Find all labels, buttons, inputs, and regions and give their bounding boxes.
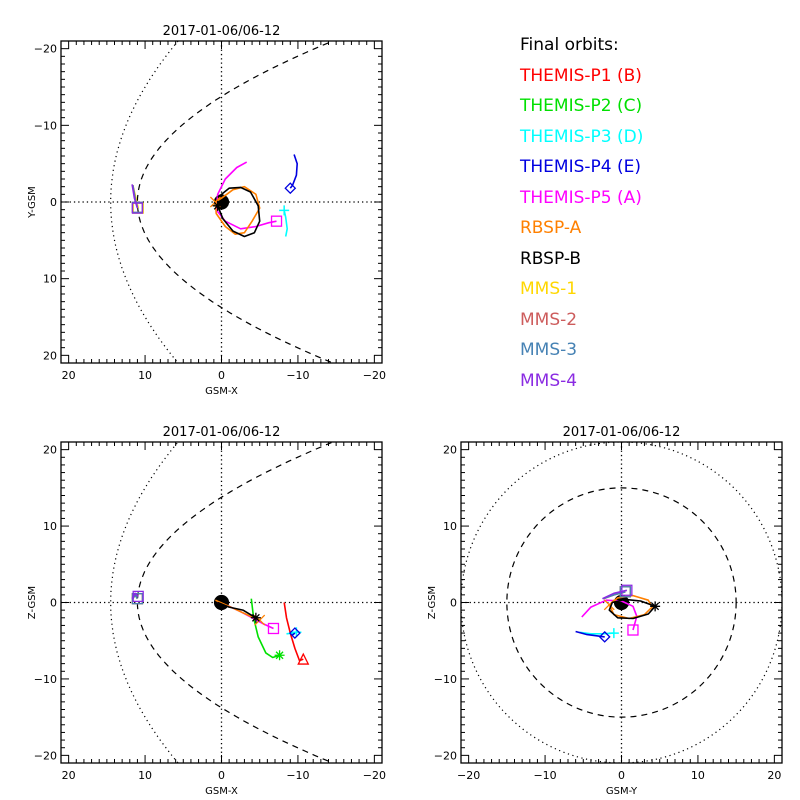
legend-entry: THEMIS-P3 (D)	[520, 126, 644, 147]
legend-entry: THEMIS-P5 (A)	[520, 187, 642, 208]
orbit-line	[575, 630, 605, 638]
x-tick-label: 10	[138, 369, 152, 382]
x-tick-label: 20	[62, 369, 76, 382]
x-tick-label: −10	[286, 369, 309, 382]
legend-entry: THEMIS-P1 (B)	[520, 65, 642, 86]
orbit-line	[289, 154, 298, 189]
legend-entry: RBSP-B	[520, 248, 582, 269]
magnetopause-boundary	[136, 41, 335, 363]
orbit-end-marker	[650, 601, 661, 612]
orbit-end-marker	[274, 650, 285, 661]
y-tick-label: 0	[450, 597, 457, 610]
x-tick-label: −20	[457, 769, 480, 782]
orbit-end-marker	[598, 630, 611, 643]
x-tick-label: −10	[533, 769, 556, 782]
x-axis-label: GSM-X	[205, 386, 238, 397]
orbit-end-marker	[627, 624, 639, 636]
y-tick-label: −10	[34, 119, 57, 132]
orbit-end-marker	[608, 628, 619, 639]
x-tick-label: 0	[218, 369, 225, 382]
x-tick-label: −20	[363, 369, 386, 382]
x-axis-label: GSM-Y	[606, 786, 638, 797]
plot-title: 2017-01-06/06-12	[563, 425, 681, 440]
orbit-end-marker	[212, 200, 223, 211]
orbit-end-marker	[284, 182, 297, 195]
orbit-line	[214, 185, 261, 235]
y-tick-label: 10	[443, 520, 457, 533]
orbit-line	[602, 589, 628, 600]
orbit-line	[216, 186, 261, 238]
magnetopause-boundary	[506, 487, 737, 718]
plot-panel-y-z: 2017-01-06/06-12 GSM-Y Z-GSM −20 −10 0 10 20 20 1…	[427, 425, 783, 797]
orbit-end-marker	[131, 202, 144, 214]
legend-entry: THEMIS-P4 (E)	[520, 157, 641, 177]
y-tick-label: −20	[34, 43, 57, 56]
orbit-line	[131, 184, 139, 209]
y-tick-label: 20	[443, 444, 457, 457]
orbit-end-marker	[132, 590, 144, 603]
plot-panel-x-z: 2017-01-06/06-12 GSM-X Z-GSM 20 10 0 −10 −20 20 1…	[27, 425, 386, 797]
orbit-line	[283, 602, 304, 662]
orbit-line	[579, 631, 614, 635]
y-axis-label: Z-GSM	[27, 586, 38, 619]
legend-entry: MMS-3	[520, 340, 578, 360]
orbit-line	[608, 598, 656, 620]
bow-shock-boundary	[110, 41, 179, 363]
y-axis-label: Y-GSM	[27, 186, 38, 219]
x-tick-label: 10	[138, 769, 152, 782]
orbit-end-marker	[250, 612, 261, 623]
x-tick-label: 20	[767, 769, 781, 782]
orbit-end-marker	[267, 622, 280, 635]
plot-title: 2017-01-06/06-12	[163, 425, 281, 440]
orbit-end-marker	[270, 215, 283, 227]
plot-area	[61, 442, 382, 763]
legend-title: Final orbits:	[520, 35, 619, 55]
x-tick-label: 0	[618, 769, 625, 782]
orbit-end-marker	[297, 652, 310, 665]
y-tick-label: 20	[43, 444, 57, 457]
legend-entry: MMS-1	[520, 279, 578, 299]
orbit-end-marker	[603, 599, 615, 611]
y-tick-label: 10	[43, 273, 57, 286]
legend-entry: RBSP-A	[520, 218, 582, 238]
x-tick-label: −20	[363, 769, 386, 782]
y-axis-label: Z-GSM	[427, 586, 438, 619]
x-tick-label: −10	[286, 769, 309, 782]
plot-panel-x-y: 2017-01-06/06-12 GSM-X Y-GSM 20 10 0 −10 −20 −20…	[27, 24, 386, 397]
legend-entry: MMS-2	[520, 309, 578, 330]
y-tick-label: −20	[34, 749, 57, 762]
orbit-end-marker	[279, 205, 290, 216]
legend-entry: MMS-4	[520, 370, 578, 391]
plot-area	[61, 41, 382, 363]
y-tick-label: 0	[50, 597, 57, 610]
legend-entry: THEMIS-P2 (C)	[520, 96, 643, 116]
orbit-line	[217, 601, 257, 619]
legend: Final orbits: THEMIS-P1 (B) THEMIS-P2 (C)…	[520, 30, 643, 396]
orbit-end-marker	[621, 584, 633, 596]
plot-area	[461, 442, 782, 763]
y-tick-label: 10	[43, 520, 57, 533]
y-tick-label: −10	[434, 673, 457, 686]
x-tick-label: 20	[62, 769, 76, 782]
x-tick-label: 0	[218, 769, 225, 782]
plot-title: 2017-01-06/06-12	[163, 24, 281, 39]
y-tick-label: −10	[34, 673, 57, 686]
x-tick-label: 10	[691, 769, 705, 782]
orbit-line	[250, 598, 280, 659]
bow-shock-boundary	[110, 442, 179, 763]
orbit-end-marker	[288, 627, 301, 639]
y-tick-label: 20	[43, 349, 57, 362]
x-axis-label: GSM-X	[205, 786, 238, 797]
y-tick-label: −20	[434, 749, 457, 762]
y-tick-label: 0	[50, 196, 57, 209]
orbit-line	[283, 210, 288, 237]
magnetopause-boundary	[136, 442, 335, 763]
